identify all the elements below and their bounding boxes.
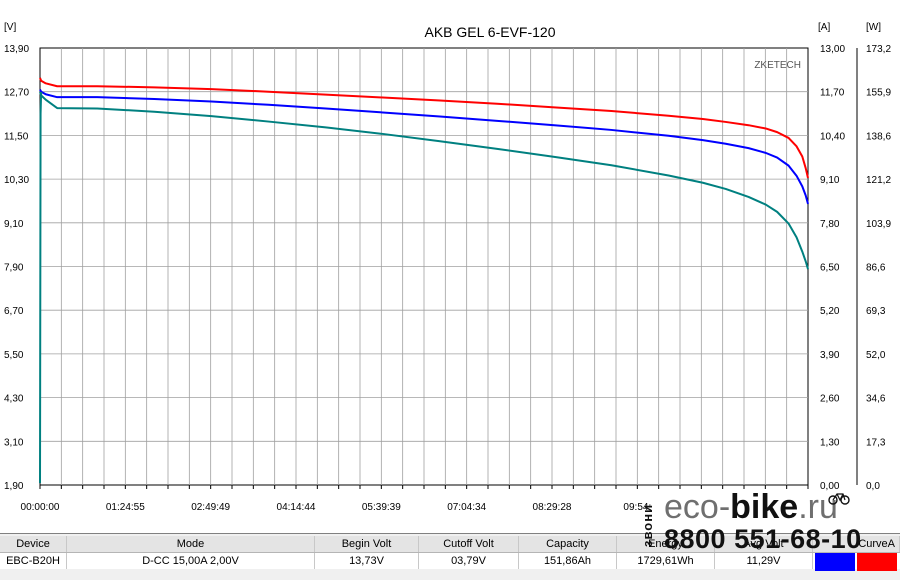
watermark-zketech: ZKETECH (754, 60, 801, 71)
discharge-chart: 13,90 13,00 173,2 12,70 11,70 155,9 11,50 10,40… (4, 22, 891, 513)
curve-color-swatch-red[interactable] (857, 553, 897, 571)
y-tick-label-amp: 3,90 (820, 350, 840, 361)
series-line-1 (39, 89, 809, 205)
status-cutoff-volt: 03,79V (419, 553, 519, 569)
y-tick-label-left: 12,70 (4, 88, 29, 99)
status-header-avg-volt: Avg Volt (715, 536, 813, 552)
y-tick-label-left: 6,70 (4, 306, 24, 317)
y-tick-label-left: 4,30 (4, 394, 24, 405)
status-energy: 1729,61Wh (617, 553, 715, 569)
logo-brand: eco-bike.ru (664, 488, 838, 526)
status-mode: D-CC 15,00A 2,00V (67, 553, 315, 569)
curve-color-swatch-blue[interactable] (815, 553, 855, 571)
eco-bike-logo: звони eco-bike.ru 8800 551-68-10 (640, 488, 865, 558)
y-tick-label-watt: 34,6 (866, 394, 886, 405)
right-unit-w-label: [W] (866, 22, 881, 33)
status-header-mode: Mode (67, 536, 315, 552)
y-tick-label-amp: 7,80 (820, 219, 840, 230)
tick-labels: 13,90 13,00 173,2 12,70 11,70 155,9 11,50 10,40… (4, 44, 891, 513)
x-tick-label: 08:29:28 (533, 502, 572, 513)
y-tick-label-amp: 11,70 (820, 88, 845, 99)
y-tick-label-left: 10,30 (4, 175, 29, 186)
y-tick-label-watt: 86,6 (866, 263, 886, 274)
logo-call-text: звони (640, 503, 655, 547)
status-capacity: 151,86Ah (519, 553, 617, 569)
status-header-begin-volt: Begin Volt (315, 536, 419, 552)
x-tick-label: 00:00:00 (21, 502, 60, 513)
chart-title: AKB GEL 6-EVF-120 (425, 24, 556, 40)
status-header-row: Device Mode Begin Volt Cutoff Volt Capac… (0, 536, 900, 553)
series-line-2 (39, 91, 809, 270)
status-avg-volt: 11,29V (715, 553, 813, 569)
y-tick-label-left: 1,90 (4, 481, 24, 492)
y-tick-label-left: 9,10 (4, 219, 24, 230)
x-tick-label: 04:14:44 (277, 502, 316, 513)
status-header-capacity: Capacity (519, 536, 617, 552)
status-device: EBC-B20H (0, 553, 67, 569)
y-tick-label-amp: 9,10 (820, 175, 840, 186)
logo-brand-tail: .ru (798, 488, 838, 526)
y-tick-label-amp: 1,30 (820, 437, 840, 448)
x-tick-label: 05:39:39 (362, 502, 401, 513)
status-table: Device Mode Begin Volt Cutoff Volt Capac… (0, 533, 900, 580)
y-tick-label-amp: 2,60 (820, 394, 840, 405)
x-tick-label: 01:24:55 (106, 502, 145, 513)
grid-lines (39, 48, 858, 489)
y-tick-label-watt: 52,0 (866, 350, 886, 361)
y-tick-label-amp: 13,00 (820, 44, 845, 55)
logo-brand-light: eco- (664, 488, 731, 526)
y-tick-label-left: 7,90 (4, 263, 24, 274)
status-header-device: Device (0, 536, 67, 552)
logo-brand-bold: bike (730, 488, 799, 526)
series-line-0 (39, 77, 809, 179)
bicycle-icon (828, 493, 850, 505)
y-tick-label-watt: 121,2 (866, 175, 891, 186)
y-tick-label-watt: 69,3 (866, 306, 886, 317)
status-header-energy: Energy (617, 536, 715, 552)
y-tick-label-left: 11,50 (4, 131, 29, 142)
x-tick-label: 02:49:49 (191, 502, 230, 513)
logo-phone-number: 8800 551-68-10 (664, 524, 862, 554)
y-tick-label-amp: 0,00 (820, 481, 840, 492)
y-tick-label-watt: 17,3 (866, 437, 886, 448)
x-tick-label: 09:54: (623, 502, 651, 513)
status-value-row: EBC-B20H D-CC 15,00A 2,00V 13,73V 03,79V… (0, 553, 900, 569)
left-unit-label: [V] (4, 22, 16, 33)
y-tick-label-amp: 10,40 (820, 131, 845, 142)
x-tick-label: 07:04:34 (447, 502, 486, 513)
y-tick-label-left: 13,90 (4, 44, 29, 55)
y-tick-label-watt: 103,9 (866, 219, 891, 230)
right-unit-a-label: [A] (818, 22, 830, 33)
y-tick-label-watt: 138,6 (866, 131, 891, 142)
y-tick-label-watt: 155,9 (866, 88, 891, 99)
series-line-3 (39, 92, 43, 484)
series-lines (39, 77, 809, 484)
y-tick-label-watt: 0,0 (866, 481, 880, 492)
status-header-cutoff-volt: Cutoff Volt (419, 536, 519, 552)
y-tick-label-left: 3,10 (4, 437, 24, 448)
y-tick-label-left: 5,50 (4, 350, 24, 361)
y-tick-label-amp: 5,20 (820, 306, 840, 317)
status-begin-volt: 13,73V (315, 553, 419, 569)
y-tick-label-watt: 173,2 (866, 44, 891, 55)
y-tick-label-amp: 6,50 (820, 263, 840, 274)
